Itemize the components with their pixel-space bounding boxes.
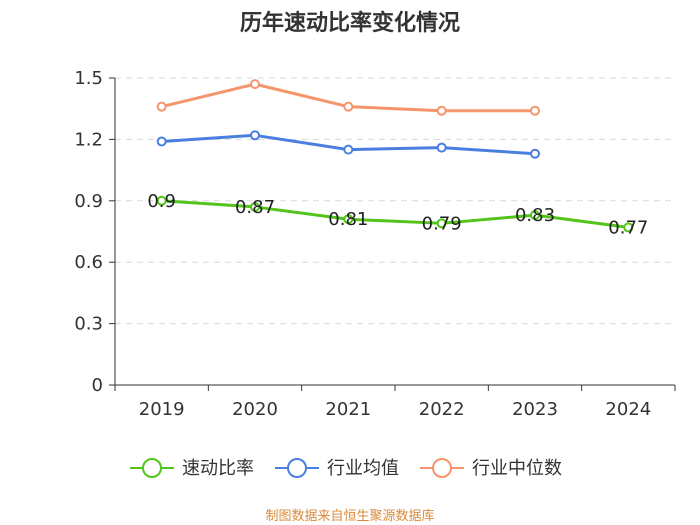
data-label: 0.79 (422, 213, 462, 234)
x-tick-label: 2024 (605, 399, 651, 420)
data-point (436, 142, 447, 153)
data-point (436, 218, 447, 229)
data-point (343, 144, 354, 155)
y-tick-label: 0.6 (74, 252, 103, 273)
data-label: 0.83 (515, 205, 555, 226)
data-point (623, 222, 634, 233)
legend-marker (432, 458, 452, 478)
legend-item[interactable]: 行业均值 (275, 458, 399, 479)
data-point (530, 105, 540, 116)
y-tick-label: 0.9 (74, 191, 103, 212)
data-label: 0.77 (608, 217, 648, 238)
y-tick-label: 0 (92, 375, 103, 396)
legend-item[interactable]: 行业中位数 (420, 458, 562, 479)
legend-marker (142, 458, 162, 478)
x-tick-label: 2021 (325, 399, 371, 420)
data-point (436, 105, 447, 116)
y-tick-label: 1.5 (74, 68, 103, 89)
legend-label: 行业中位数 (472, 458, 562, 479)
legend-label: 行业均值 (327, 458, 399, 479)
chart-title: 历年速动比率变化情况 (240, 10, 460, 36)
x-tick-label: 2023 (512, 399, 558, 420)
y-axis: 0 0.3 0.6 0.9 1.2 1.5 (74, 68, 116, 396)
data-label: 0.81 (328, 209, 368, 230)
data-point (250, 130, 260, 141)
source-note: 制图数据来自恒生聚源数据库 (265, 508, 434, 524)
x-tick-label: 2020 (232, 399, 278, 420)
data-point (250, 79, 260, 90)
grid-lines (115, 77, 675, 325)
x-tick-label: 2019 (139, 399, 185, 420)
x-tick-label: 2022 (419, 399, 465, 420)
x-axis: 2019 2020 2021 2022 2023 2024 (114, 384, 676, 420)
data-point (156, 136, 167, 147)
data-point (343, 101, 354, 112)
legend-marker (287, 458, 307, 478)
data-label: 0.9 (147, 191, 176, 212)
y-tick-label: 1.2 (74, 129, 103, 150)
y-tick-label: 0.3 (74, 314, 103, 335)
data-point (343, 214, 354, 225)
legend-item[interactable]: 速动比率 (130, 458, 254, 479)
legend[interactable]: 速动比率 行业均值 行业中位数 (130, 458, 562, 479)
legend-label: 速动比率 (182, 458, 254, 479)
data-point (250, 201, 260, 212)
data-point (530, 148, 540, 159)
series-line (161, 199, 629, 229)
data-point (156, 101, 167, 112)
series-layer: 0.9 0.87 0.81 0.79 0.83 0.77 (147, 79, 648, 238)
data-label: 0.87 (235, 197, 275, 218)
data-point (156, 195, 167, 206)
data-point (530, 210, 540, 221)
